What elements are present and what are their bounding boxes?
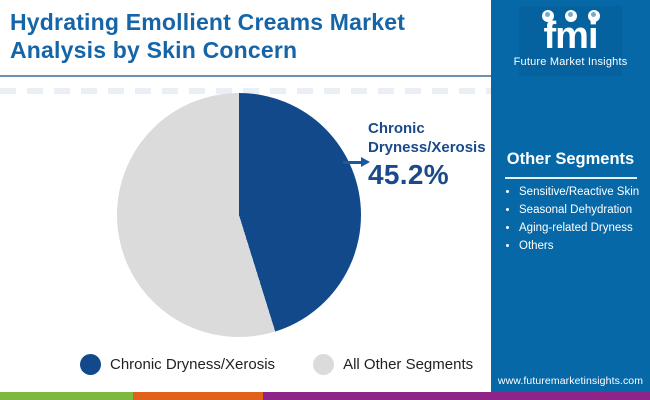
callout-label: Chronic Dryness/Xerosis bbox=[368, 120, 486, 156]
globe-icon bbox=[541, 10, 554, 22]
segment-list-item: Sensitive/Reactive Skin bbox=[519, 186, 644, 200]
pie-chart bbox=[117, 93, 361, 337]
legend-item-all-other-segments: All Other Segments bbox=[313, 354, 473, 375]
segment-list-item: Others bbox=[519, 240, 644, 254]
callout-arrow-icon bbox=[343, 157, 370, 167]
logo-text: fmi bbox=[543, 15, 599, 57]
other-segments-heading: Other Segments bbox=[506, 150, 635, 168]
globe-icon bbox=[587, 10, 600, 22]
callout-value: 45.2% bbox=[368, 158, 449, 190]
page-title: Hydrating Emollient Creams Market Analys… bbox=[10, 9, 406, 64]
footer-bar-segment-green bbox=[0, 392, 133, 400]
watermark-dash-pattern bbox=[0, 88, 491, 94]
globe-icon bbox=[564, 10, 577, 22]
legend-swatch-chronic-dryness-icon bbox=[80, 354, 101, 375]
arrow-line bbox=[343, 161, 363, 164]
title-divider bbox=[0, 75, 491, 77]
fmi-logo: fmi Future Market Insights bbox=[491, 6, 650, 76]
logo-tagline: Future Market Insights bbox=[513, 56, 628, 69]
legend-item-chronic-dryness: Chronic Dryness/Xerosis bbox=[80, 354, 275, 375]
segment-list-item: Seasonal Dehydration bbox=[519, 204, 644, 218]
logo-globes bbox=[491, 10, 650, 22]
other-segments-panel: Other Segments Sensitive/Reactive Skin S… bbox=[491, 150, 650, 258]
website-url: www.futuremarketinsights.com bbox=[497, 375, 644, 387]
segment-list-item: Aging-related Dryness bbox=[519, 222, 644, 236]
heading-rule bbox=[504, 177, 637, 179]
footer-color-bar bbox=[0, 392, 650, 400]
footer-bar-segment-purple bbox=[263, 392, 650, 400]
legend-label: Chronic Dryness/Xerosis bbox=[110, 356, 276, 373]
slice-callout: Chronic Dryness/Xerosis 45.2% bbox=[368, 120, 496, 191]
other-segments-list: Sensitive/Reactive Skin Seasonal Dehydra… bbox=[491, 186, 650, 254]
legend-swatch-all-other-segments-icon bbox=[313, 354, 335, 375]
arrow-head bbox=[361, 157, 370, 167]
footer-bar-segment-orange bbox=[133, 392, 263, 400]
main-area: Hydrating Emollient Creams Market Analys… bbox=[0, 9, 491, 375]
legend-label: All Other Segments bbox=[343, 356, 474, 373]
sidebar: fmi Future Market Insights Other Segment… bbox=[491, 0, 650, 400]
chart-legend: Chronic Dryness/Xerosis All Other Segmen… bbox=[80, 354, 473, 375]
